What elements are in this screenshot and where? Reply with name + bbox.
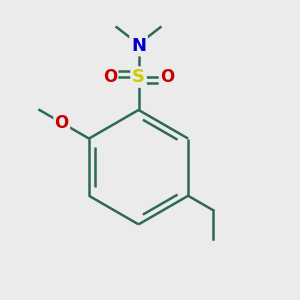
Text: N: N xyxy=(131,37,146,55)
Text: S: S xyxy=(132,68,145,86)
Text: O: O xyxy=(160,68,174,86)
Text: O: O xyxy=(103,68,117,86)
Text: O: O xyxy=(55,114,69,132)
